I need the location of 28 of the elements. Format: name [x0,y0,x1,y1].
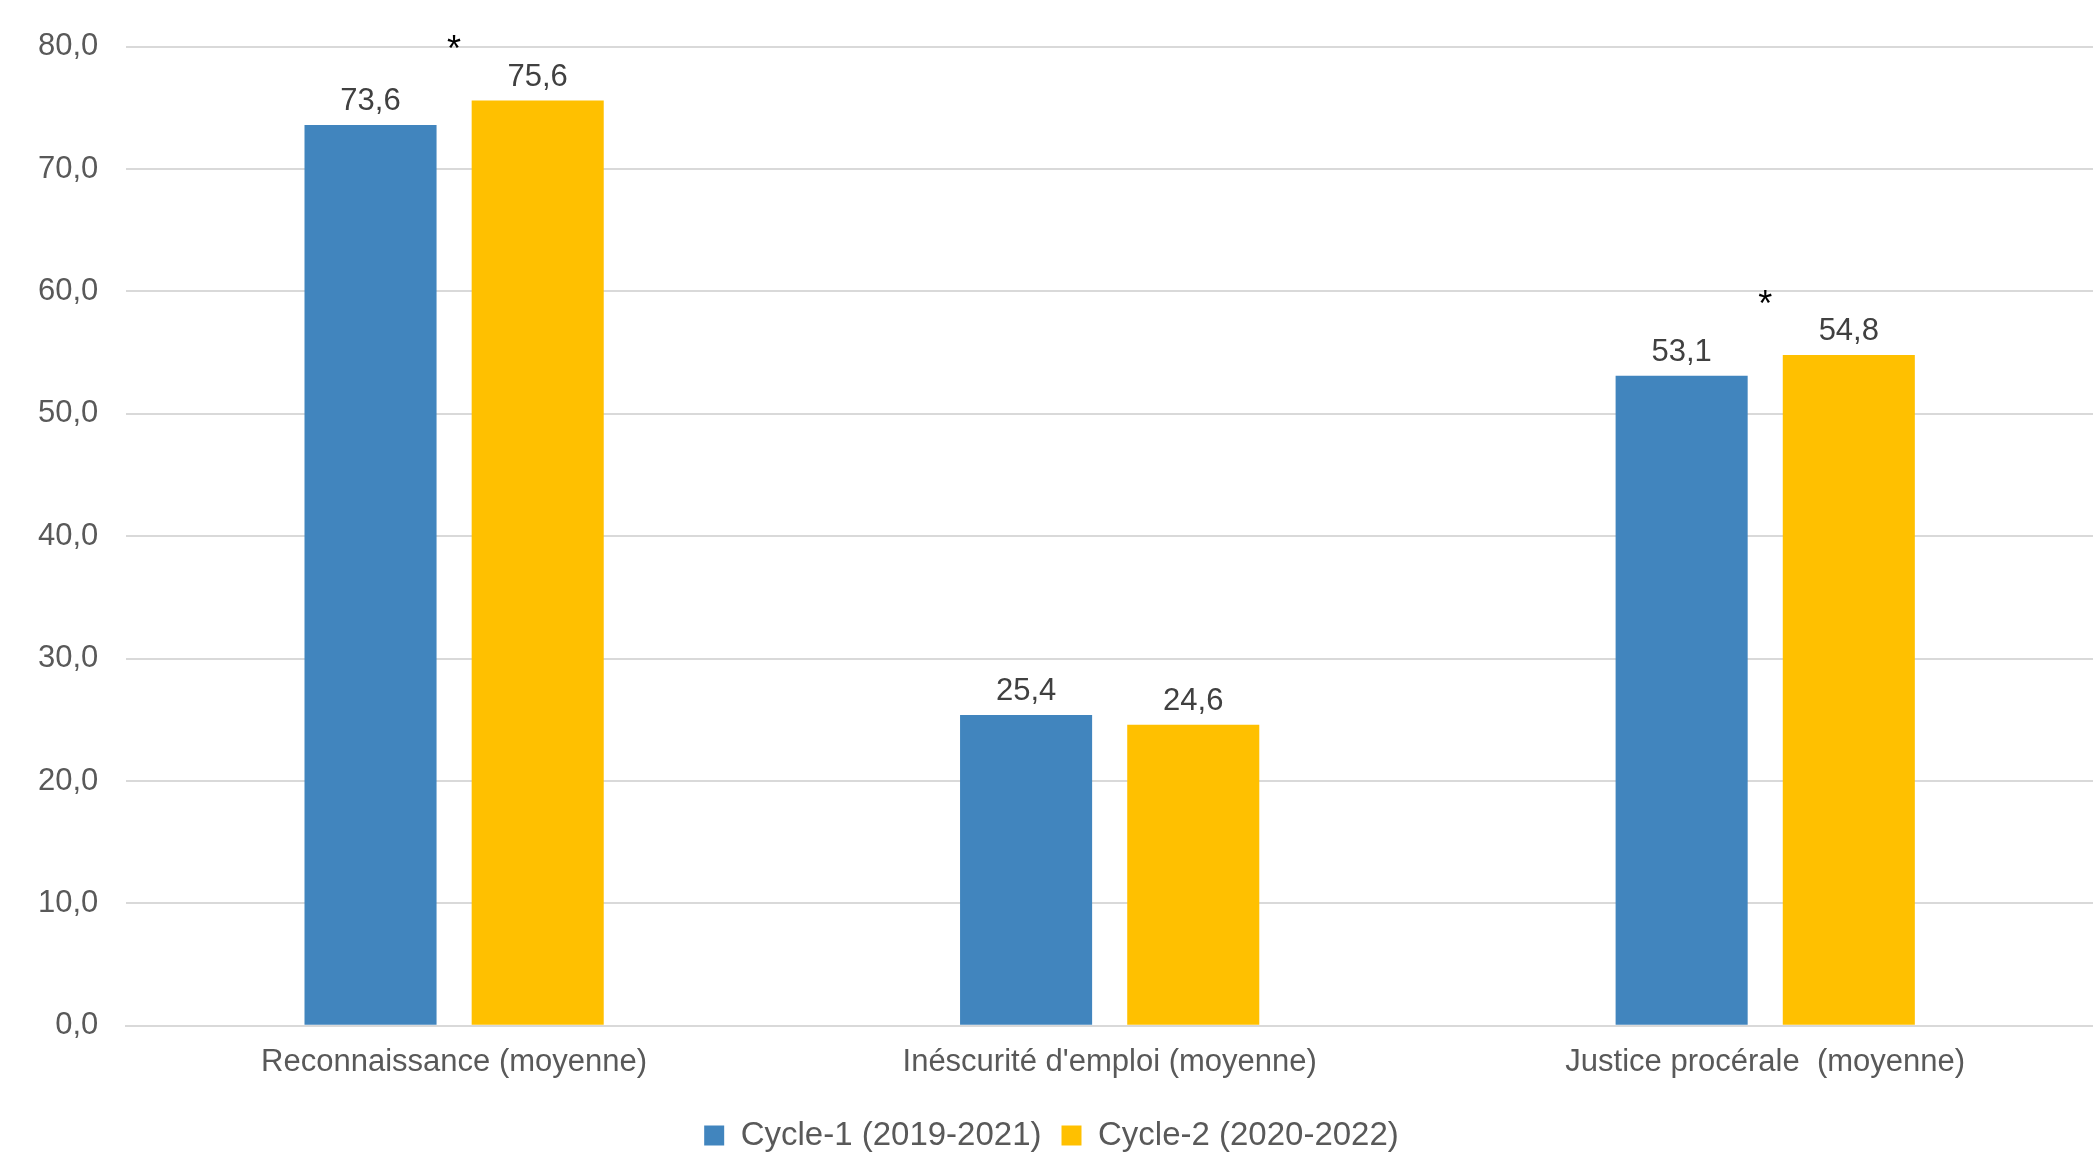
x-tick-label: Reconnaissance (moyenne) [261,1042,648,1078]
y-tick-label: 60,0 [37,271,99,307]
y-tick-label: 20,0 [37,761,99,797]
data-label: 54,8 [1818,312,1879,348]
legend-label: Cycle-2 (2020-2022) [1098,1114,1399,1152]
y-tick-label: 30,0 [37,639,99,675]
legend-label: Cycle-1 (2019-2021) [740,1114,1042,1152]
x-tick-label: Inéscurité d'emploi (moyenne) [902,1042,1317,1078]
y-tick-label: 80,0 [37,27,99,63]
data-label: 24,6 [1163,681,1224,717]
data-label: 75,6 [507,57,568,93]
x-tick-label: Justice procérale (moyenne) [1565,1042,1966,1078]
y-tick-label: 70,0 [37,149,99,185]
bar [1782,355,1915,1025]
annotation: * [447,28,462,70]
y-tick-label: 40,0 [37,516,99,552]
y-tick-label: 50,0 [37,394,99,430]
bar [1127,724,1260,1025]
bar [304,124,437,1025]
bar [1615,375,1748,1025]
y-tick-label: 0,0 [55,1006,99,1042]
bar [471,100,604,1025]
data-label: 73,6 [340,81,401,117]
bar [960,714,1093,1025]
data-label: 53,1 [1651,332,1712,368]
data-label: 25,4 [995,671,1057,707]
y-tick-label: 10,0 [37,883,99,919]
annotation: * [1758,282,1773,324]
